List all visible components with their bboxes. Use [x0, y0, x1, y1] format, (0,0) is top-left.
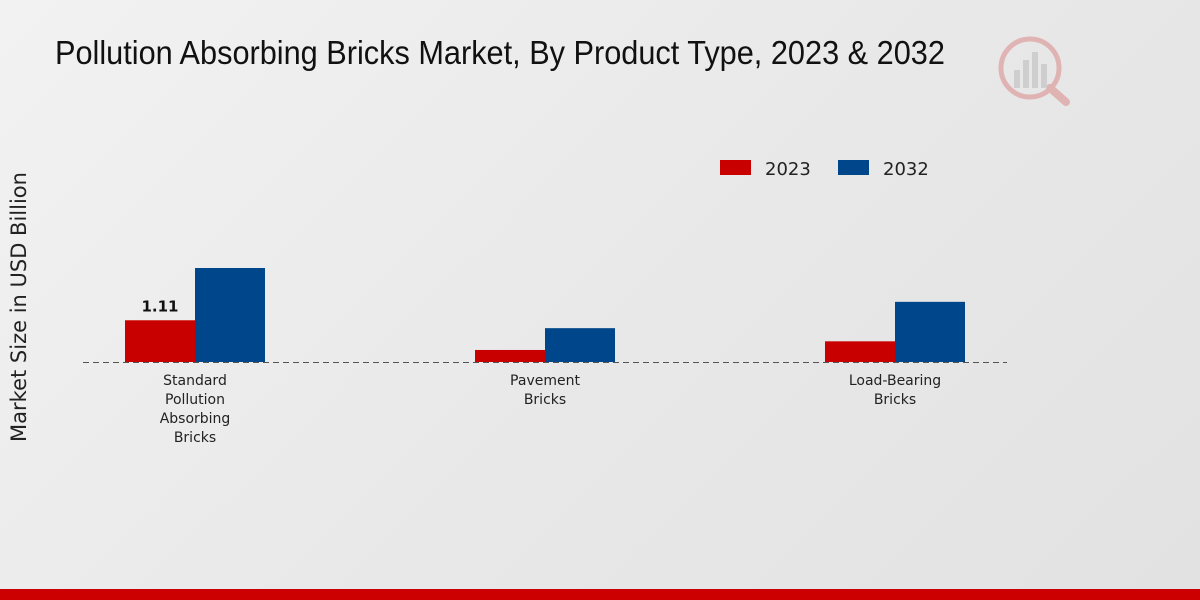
- bar-2023-2: [825, 341, 895, 362]
- bar-2032-1: [545, 328, 615, 362]
- bar-2023-0: [125, 320, 195, 362]
- legend-label-2032: 2032: [883, 159, 929, 180]
- x-tick-label: Bricks: [174, 430, 216, 446]
- data-label: 1.11: [141, 297, 178, 315]
- brand-logo-icon: [998, 36, 1070, 106]
- legend-label-2023: 2023: [765, 159, 811, 180]
- y-axis-label: Market Size in USD Billion: [7, 172, 31, 442]
- bar-2023-1: [475, 349, 545, 362]
- x-tick-label: Absorbing: [160, 411, 231, 427]
- chart-title: Pollution Absorbing Bricks Market, By Pr…: [55, 34, 945, 71]
- legend-swatch-2023: [720, 160, 751, 175]
- bar-2032-0: [195, 268, 265, 362]
- x-tick-label: Standard: [163, 373, 227, 389]
- legend-swatch-2032: [838, 160, 869, 175]
- bottom-accent-bar: [0, 589, 1200, 600]
- x-tick-label: Bricks: [524, 392, 566, 408]
- x-tick-label: Pavement: [510, 373, 580, 389]
- x-tick-label: Pollution: [165, 392, 225, 408]
- bar-2032-2: [895, 301, 965, 362]
- x-tick-label: Bricks: [874, 392, 916, 408]
- x-tick-label: Load-Bearing: [849, 373, 941, 389]
